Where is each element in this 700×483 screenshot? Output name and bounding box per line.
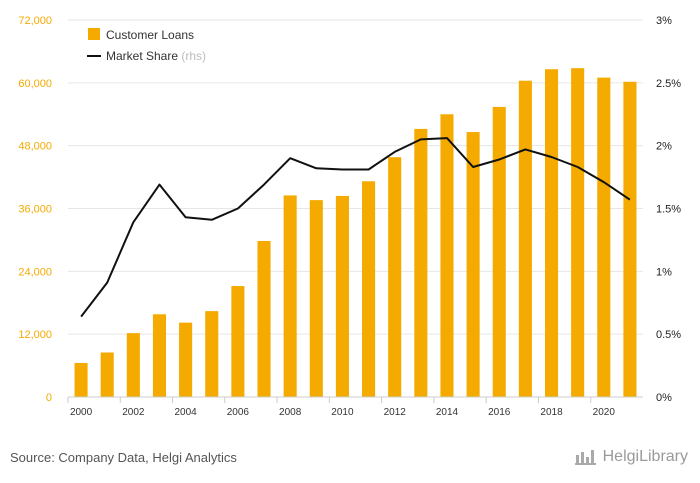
bar-2000 (74, 362, 88, 397)
x-tick-label: 2002 (122, 407, 145, 418)
bar-2020 (597, 77, 611, 397)
y-right-tick-label: 2% (656, 141, 672, 153)
y-right-tick-label: 0.5% (656, 329, 681, 341)
y-right-tick-label: 2.5% (656, 78, 681, 90)
bar-2008 (283, 195, 297, 397)
market-share-line (80, 137, 631, 318)
x-tick-label: 2014 (436, 407, 459, 418)
bar-2015 (466, 132, 480, 397)
bar-2005 (205, 311, 219, 397)
bar-2006 (231, 285, 245, 397)
x-tick-label: 2016 (488, 407, 511, 418)
y-left-tick-label: 72,000 (18, 15, 52, 27)
x-tick-label: 2000 (70, 407, 93, 418)
y-left-tick-label: 12,000 (18, 329, 52, 341)
bar-2001 (100, 352, 114, 397)
legend-label-line-note: (rhs) (181, 49, 206, 63)
legend-label-line-name: Market Share (106, 49, 178, 63)
y-left-tick-label: 36,000 (18, 204, 52, 216)
bar-2016 (492, 106, 506, 398)
y-right-tick-label: 0% (656, 392, 672, 404)
y-left-tick-label: 60,000 (18, 78, 52, 90)
axes: 0 12,000 24,000 36,000 48,000 60,000 72,000 0% 0… (18, 15, 681, 418)
x-tick-label: 2012 (384, 407, 407, 418)
y-right-tick-label: 1.5% (656, 204, 681, 216)
bar-2010 (335, 195, 349, 397)
y-left-tick-label: 0 (46, 392, 52, 404)
legend-label-line: Market Share (rhs) (106, 49, 206, 63)
y-left-tick-label: 24,000 (18, 266, 52, 278)
line-series (80, 137, 631, 318)
y-left-tick-label: 48,000 (18, 141, 52, 153)
x-tick-label: 2004 (174, 407, 197, 418)
y-right-tick-label: 3% (656, 15, 672, 27)
bar-2011 (362, 181, 376, 397)
bar-2018 (544, 69, 559, 397)
bar-2014 (440, 114, 454, 397)
bars-series (74, 68, 637, 398)
x-tick-label: 2020 (593, 407, 616, 418)
bar-2002 (126, 333, 140, 397)
bar-2009 (309, 200, 323, 397)
bar-2007 (257, 240, 271, 397)
bar-2004 (179, 322, 193, 397)
x-tick-label: 2008 (279, 407, 302, 418)
bar-2017 (518, 80, 532, 397)
y-right-tick-label: 1% (656, 266, 672, 278)
legend: Customer Loans Market Share (rhs) (87, 28, 206, 63)
x-tick-label: 2018 (540, 407, 563, 418)
chart-svg: 0 12,000 24,000 36,000 48,000 60,000 72,000 0% 0… (18, 15, 681, 418)
source-note: Source: Company Data, Helgi Analytics (10, 450, 237, 465)
bar-2003 (152, 314, 167, 397)
bar-2021 (623, 81, 637, 398)
x-tick-label: 2006 (227, 407, 250, 418)
brand-mark-icon (574, 450, 596, 465)
brand-text: HelgiLibrary (602, 448, 688, 465)
bar-2012 (388, 157, 402, 397)
legend-swatch-bar (88, 28, 100, 40)
bar-2013 (414, 128, 428, 397)
brand-logo: HelgiLibrary (574, 448, 688, 466)
x-tick-label: 2010 (331, 407, 354, 418)
bar-2019 (571, 68, 585, 397)
legend-label-bar: Customer Loans (106, 28, 194, 42)
